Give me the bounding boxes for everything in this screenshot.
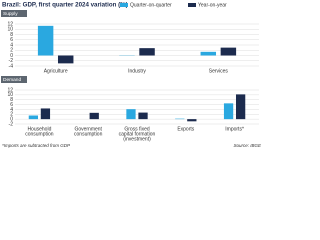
- x-tick-label: Agriculture: [44, 68, 68, 74]
- bar: [89, 112, 99, 120]
- legend-label: Year-on-year: [198, 3, 227, 9]
- x-tick-label: consumption: [25, 131, 54, 137]
- y-tick-label: 6: [10, 37, 13, 43]
- y-tick-label: 6: [10, 102, 13, 108]
- y-tick-label: 0: [10, 116, 13, 122]
- y-tick-label: -2: [9, 121, 14, 127]
- bar: [37, 25, 54, 56]
- y-tick-label: 2: [10, 48, 13, 54]
- x-tick-label: Exports: [177, 126, 194, 132]
- bar: [139, 48, 155, 56]
- bar: [200, 51, 217, 56]
- bar: [187, 119, 197, 122]
- panel-label: Demand: [3, 77, 21, 83]
- bar: [235, 94, 246, 120]
- y-tick-label: 0: [10, 53, 13, 59]
- footnote: *Imports are subtracted from GDP: [2, 143, 70, 148]
- panel-label-bg: [1, 76, 27, 83]
- bar: [126, 109, 136, 120]
- bar: [57, 55, 74, 64]
- y-tick-label: 2: [10, 112, 13, 118]
- legend-label: Quarter-on-quarter: [130, 3, 172, 9]
- bar: [40, 108, 51, 120]
- legend-swatch: [120, 3, 128, 7]
- bar: [223, 103, 234, 120]
- y-tick-label: 4: [10, 107, 13, 113]
- x-tick-label: Household: [27, 126, 51, 132]
- y-tick-label: 12: [7, 21, 13, 27]
- legend-swatch: [188, 3, 196, 7]
- x-tick-label: Gross fixed: [124, 126, 150, 132]
- y-tick-label: 10: [7, 92, 13, 98]
- x-tick-label: (investment): [123, 136, 151, 142]
- y-tick-label: 10: [7, 27, 13, 33]
- x-tick-label: Industry: [128, 68, 146, 74]
- panel-label: Supply: [3, 11, 18, 17]
- y-tick-label: -2: [9, 58, 14, 64]
- bar: [28, 115, 39, 120]
- y-tick-label: -4: [9, 63, 14, 69]
- y-tick-label: 4: [10, 42, 13, 48]
- bar: [220, 47, 237, 56]
- chart: Brazil: GDP, first quarter 2024 variatio…: [1, 2, 262, 148]
- y-tick-label: 12: [7, 87, 13, 93]
- x-tick-label: Imports*: [225, 126, 244, 132]
- source: Source: IBGE: [233, 143, 262, 148]
- x-tick-label: consumption: [74, 131, 103, 137]
- x-tick-label: Government: [74, 126, 102, 132]
- y-tick-label: 8: [10, 32, 13, 38]
- y-tick-label: 8: [10, 97, 13, 103]
- bar: [138, 112, 148, 120]
- panel-label-bg: [1, 10, 27, 17]
- x-tick-label: Services: [209, 68, 229, 74]
- chart-title: Brazil: GDP, first quarter 2024 variatio…: [2, 2, 128, 9]
- x-tick-label: capital formation: [119, 131, 156, 137]
